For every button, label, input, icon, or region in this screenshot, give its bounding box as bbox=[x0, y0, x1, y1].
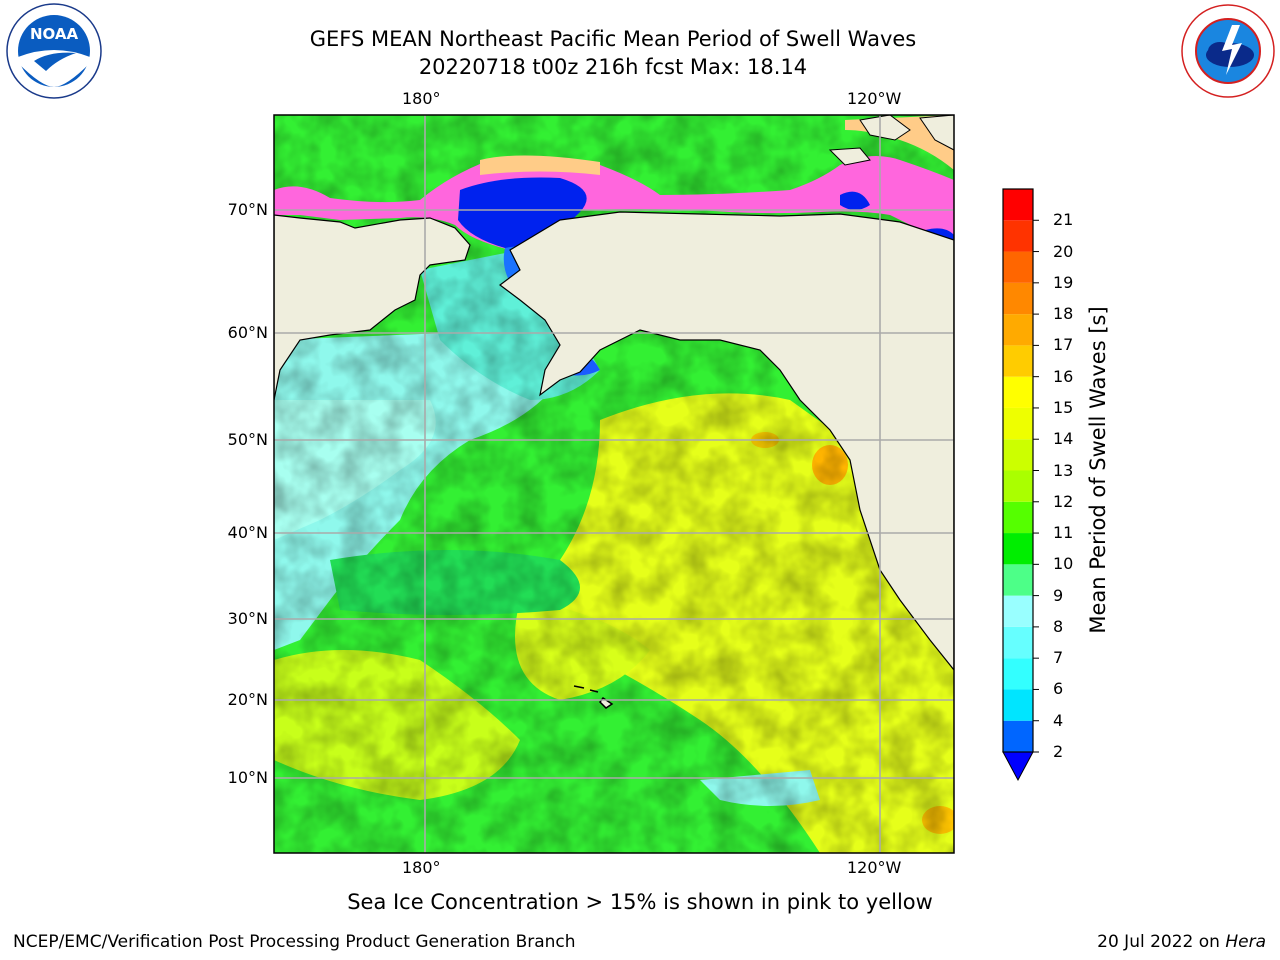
lat-label-20n: 20°N bbox=[227, 690, 268, 709]
colorbar-bin bbox=[1003, 376, 1033, 408]
footer-date-text: 20 Jul 2022 on bbox=[1097, 932, 1226, 952]
lon-label-bottom-120w: 120°W bbox=[847, 858, 902, 877]
colorbar-bin bbox=[1003, 251, 1033, 283]
noaa-logo-text: NOAA bbox=[30, 25, 79, 43]
footer-credit: NCEP/EMC/Verification Post Processing Pr… bbox=[13, 932, 576, 952]
land-arctic-islands bbox=[828, 115, 954, 166]
graticule bbox=[274, 115, 954, 853]
colorbar-tick-label: 14 bbox=[1053, 429, 1074, 449]
sea-ice-edge bbox=[480, 155, 600, 175]
colorbar-tick-label: 11 bbox=[1053, 523, 1074, 543]
colorbar-tick-label: 17 bbox=[1053, 335, 1074, 355]
chart-subtitle: 20220718 t00z 216h fcst Max: 18.14 bbox=[418, 55, 808, 79]
colorbar-bin bbox=[1003, 220, 1033, 252]
colorbar-bin bbox=[1003, 501, 1033, 534]
nws-logo bbox=[1180, 3, 1276, 99]
footer-date: 20 Jul 2022 on Hera bbox=[1097, 932, 1266, 952]
colorbar-bin bbox=[1003, 407, 1033, 440]
lon-label-bottom-180: 180° bbox=[402, 858, 441, 877]
colorbar-tick-label: 13 bbox=[1053, 460, 1074, 480]
noaa-logo: NOAA bbox=[6, 3, 102, 99]
colorbar-bin bbox=[1003, 720, 1033, 752]
colorbar bbox=[1002, 188, 1039, 782]
footer-host: Hera bbox=[1225, 932, 1266, 952]
lat-label-30n: 30°N bbox=[227, 609, 268, 628]
map-frame bbox=[273, 114, 955, 854]
colorbar-tick-label: 7 bbox=[1053, 648, 1064, 668]
colorbar-bin bbox=[1003, 564, 1033, 596]
colorbar-tick-label: 20 bbox=[1053, 241, 1074, 261]
colorbar-tick-label: 4 bbox=[1053, 710, 1064, 730]
lon-label-top-180: 180° bbox=[402, 89, 441, 108]
colorbar-extend-triangle bbox=[1002, 751, 1034, 782]
sea-ice-zone bbox=[274, 156, 954, 250]
colorbar-tick-label: 15 bbox=[1053, 397, 1074, 417]
colorbar-bin bbox=[1003, 626, 1033, 659]
colorbar-tick-label: 16 bbox=[1053, 366, 1074, 386]
lat-label-70n: 70°N bbox=[227, 200, 268, 219]
colorbar-tick-label: 19 bbox=[1053, 272, 1074, 292]
colorbar-bin bbox=[1003, 470, 1033, 502]
colorbar-bin bbox=[1003, 345, 1033, 377]
colorbar-tick-label: 8 bbox=[1053, 616, 1064, 636]
colorbar-bin bbox=[1003, 189, 1033, 221]
colorbar-tick-label: 9 bbox=[1053, 585, 1064, 605]
colorbar-bin bbox=[1003, 689, 1033, 721]
colorbar-bin bbox=[1003, 314, 1033, 346]
colorbar-tick-label: 10 bbox=[1053, 554, 1074, 574]
land-siberia bbox=[274, 214, 471, 401]
colorbar-bin bbox=[1003, 533, 1033, 565]
sea-ice-caption: Sea Ice Concentration > 15% is shown in … bbox=[347, 890, 933, 914]
colorbar-tick-label: 18 bbox=[1053, 304, 1074, 324]
lon-label-top-120w: 120°W bbox=[847, 89, 902, 108]
lat-label-10n: 10°N bbox=[227, 768, 268, 787]
chart-title: GEFS MEAN Northeast Pacific Mean Period … bbox=[309, 27, 917, 51]
lat-label-60n: 60°N bbox=[227, 323, 268, 342]
land-north-america bbox=[499, 211, 954, 671]
colorbar-tick-label: 6 bbox=[1053, 679, 1064, 699]
colorbar-bin bbox=[1003, 439, 1033, 471]
colorbar-tick-label: 12 bbox=[1053, 491, 1074, 511]
map-area bbox=[274, 115, 954, 853]
colorbar-bin bbox=[1003, 658, 1033, 690]
colorbar-tick-label: 21 bbox=[1053, 210, 1074, 230]
lat-label-50n: 50°N bbox=[227, 430, 268, 449]
colorbar-bin bbox=[1003, 282, 1033, 315]
colorbar-bin bbox=[1003, 595, 1033, 627]
colorbar-tick-label: 2 bbox=[1053, 742, 1064, 761]
arctic-blue-patch bbox=[840, 191, 870, 210]
lat-label-40n: 40°N bbox=[227, 523, 268, 542]
colorbar-title: Mean Period of Swell Waves [s] bbox=[1086, 306, 1110, 634]
